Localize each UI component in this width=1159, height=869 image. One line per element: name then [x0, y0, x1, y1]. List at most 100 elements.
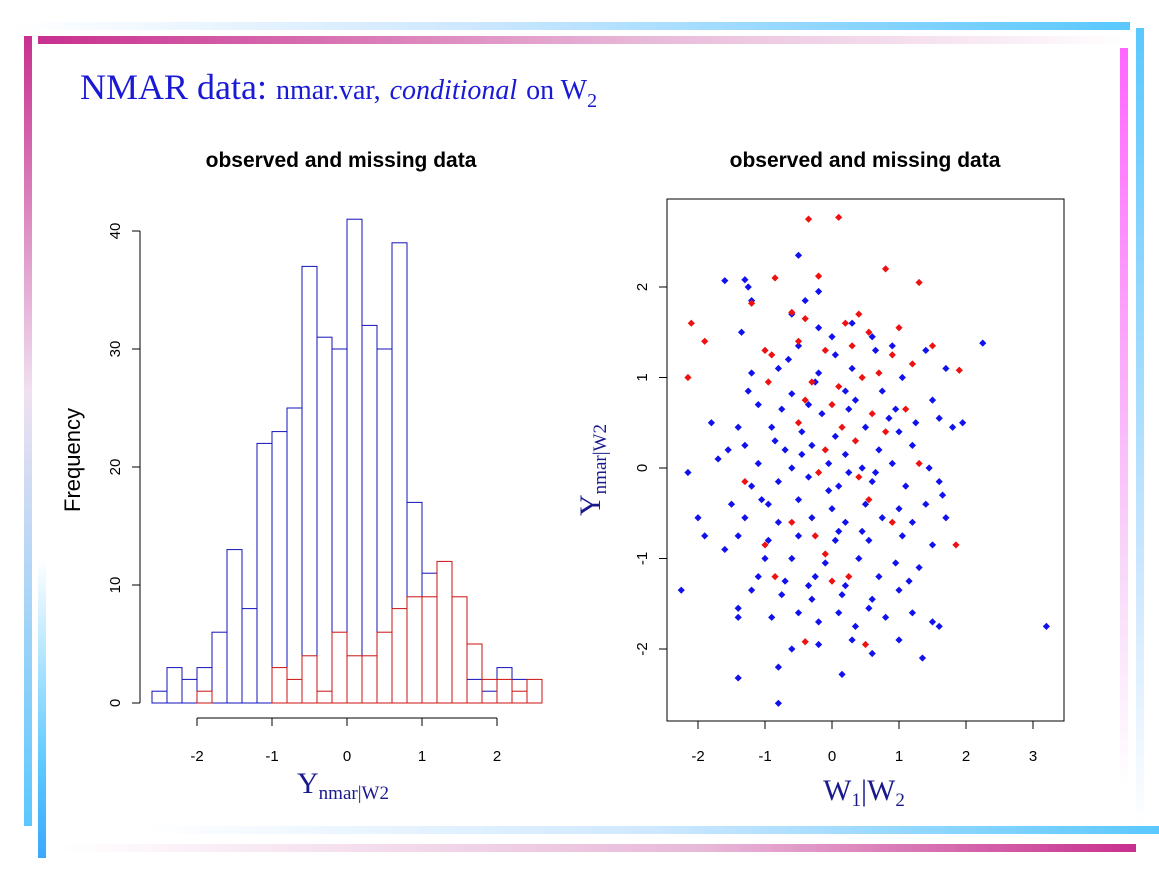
histogram-bar-missing: [331, 631, 348, 704]
scatter-point-missing: [952, 541, 960, 549]
scatter-x-tick-label: -1: [758, 748, 771, 765]
scatter-point-missing: [851, 437, 860, 445]
histogram-x-tick-label: 0: [343, 748, 351, 765]
scatter-point-observed: [784, 355, 793, 363]
histogram-bar-observed: [211, 631, 228, 704]
scatter-point-observed: [794, 532, 803, 540]
scatter-point-observed: [798, 450, 806, 459]
histogram-bar-observed: [496, 667, 513, 704]
histogram-bar-missing: [406, 596, 423, 704]
scatter-point-observed: [774, 699, 782, 707]
scatter-point-observed: [855, 554, 863, 563]
histogram-xlabel-main: Y: [297, 767, 319, 800]
histogram-bar-missing: [346, 655, 363, 704]
scatter-point-missing: [821, 446, 829, 454]
scatter-point-observed: [774, 477, 782, 486]
scatter-point-observed: [794, 609, 803, 617]
scatter-point-observed: [754, 573, 762, 581]
scatter-point-observed: [828, 333, 836, 341]
scatter-point-missing: [801, 315, 809, 323]
scatter-xlabel-main: W: [823, 774, 852, 807]
scatter-chart: observed and missing data -2 -1 0 1 2 -2 -1 0 1…: [574, 149, 1065, 811]
scatter-point-observed: [935, 622, 943, 630]
scatter-point-observed: [885, 414, 893, 422]
scatter-x-tick-label: 3: [1029, 748, 1037, 765]
scatter-point-observed: [781, 577, 789, 585]
scatter-xlabel-bar: |W: [861, 774, 896, 807]
scatter-point-observed: [942, 364, 950, 373]
scatter-point-observed: [781, 446, 789, 454]
scatter-point-observed: [758, 496, 766, 504]
scatter-point-missing: [835, 382, 843, 391]
histogram-bar-observed: [481, 690, 498, 704]
scatter-point-missing: [868, 410, 876, 418]
scatter-point-observed: [861, 423, 870, 431]
scatter-point-observed: [798, 428, 806, 436]
scatter-point-observed: [734, 532, 742, 540]
scatter-point-observed: [898, 373, 906, 382]
scatter-x-axis: -2 -1 0 1 2 3: [691, 721, 1037, 765]
scatter-point-missing: [955, 366, 963, 374]
scatter-point-missing: [848, 342, 856, 350]
scatter-point-observed: [761, 554, 769, 563]
histogram-bar-missing: [391, 608, 408, 704]
scatter-point-observed: [771, 437, 779, 445]
scatter-y-tick-label: 0: [634, 464, 651, 472]
scatter-point-observed: [959, 419, 967, 427]
scatter-point-observed: [888, 342, 896, 350]
scatter-point-missing: [801, 638, 809, 646]
scatter-point-missing: [928, 342, 937, 350]
histogram-bar-observed: [196, 667, 213, 704]
scatter-point-observed: [764, 536, 772, 544]
scatter-point-observed: [851, 622, 860, 630]
scatter-point-observed: [808, 441, 816, 449]
scatter-point-missing: [701, 337, 709, 345]
scatter-point-observed: [979, 339, 987, 347]
scatter-title: observed and missing data: [730, 149, 1001, 172]
scatter-point-observed: [938, 491, 947, 499]
scatter-point-missing: [845, 573, 853, 581]
scatter-ylabel-main: Y: [574, 494, 607, 516]
scatter-point-observed: [868, 649, 876, 658]
scatter-y-axis: -2 -1 0 1 2: [634, 283, 667, 656]
histogram-ylabel: Frequency: [60, 408, 85, 512]
histogram-bar-observed: [346, 218, 363, 704]
histogram-bar-observed: [166, 667, 183, 704]
scatter-point-observed: [768, 613, 776, 621]
scatter-point-observed: [741, 276, 749, 284]
scatter-point-observed: [804, 582, 813, 590]
histogram-bar-observed: [331, 348, 348, 704]
scatter-point-observed: [908, 518, 916, 526]
scatter-point-observed: [835, 609, 843, 617]
scatter-point-observed: [908, 441, 916, 449]
histogram-x-axis: -2 -1 0 1 2: [190, 717, 501, 765]
scatter-point-observed: [744, 387, 752, 395]
scatter-point-observed: [935, 414, 943, 422]
scatter-point-observed: [928, 618, 937, 626]
right-gradient-bar-2: [1136, 28, 1144, 828]
scatter-point-missing: [794, 419, 803, 427]
scatter-point-observed: [868, 477, 876, 486]
scatter-point-missing: [915, 278, 923, 287]
scatter-point-missing: [771, 274, 779, 282]
scatter-point-observed: [737, 328, 746, 336]
scatter-point-missing: [788, 518, 796, 526]
scatter-point-observed: [741, 441, 749, 449]
histogram-y-tick-label: 20: [107, 459, 124, 476]
right-gradient-bar-1: [1120, 48, 1128, 788]
scatter-point-missing: [895, 324, 903, 332]
scatter-point-missing: [888, 351, 896, 359]
scatter-point-missing: [815, 468, 823, 477]
scatter-point-observed: [815, 618, 823, 626]
scatter-point-missing: [811, 532, 819, 540]
scatter-point-missing: [838, 423, 846, 431]
scatter-point-observed: [748, 586, 756, 594]
scatter-point-observed: [922, 346, 930, 354]
scatter-point-observed: [734, 613, 742, 621]
scatter-point-observed: [898, 532, 906, 540]
histogram-chart: observed and missing data Frequency 0102…: [60, 149, 543, 804]
scatter-point-observed: [905, 577, 913, 585]
scatter-point-missing: [828, 401, 836, 409]
scatter-point-observed: [925, 464, 933, 472]
scatter-point-missing: [888, 518, 896, 526]
